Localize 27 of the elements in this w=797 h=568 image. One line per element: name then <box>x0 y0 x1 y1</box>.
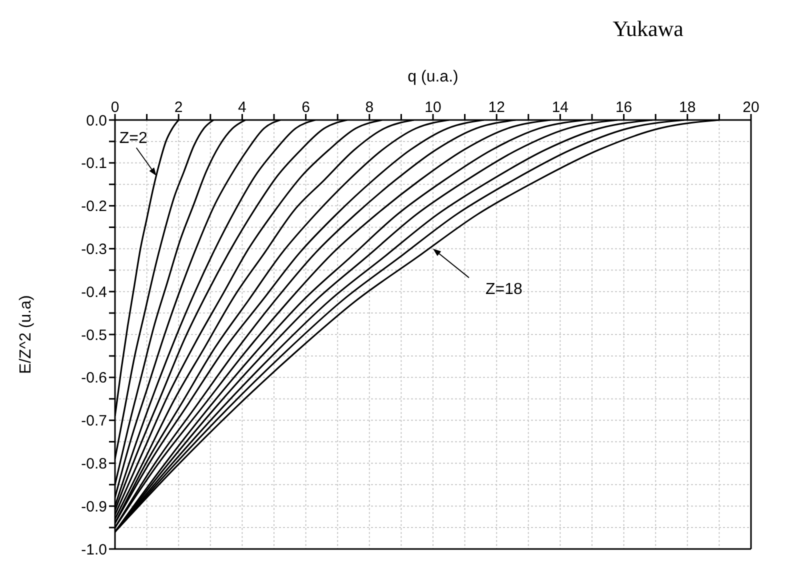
x-tick-label: 18 <box>679 99 696 116</box>
x-axis-title: q (u.a.) <box>408 68 458 86</box>
annotation: Z=18 <box>486 280 523 298</box>
y-tick-label: -0.3 <box>81 241 107 258</box>
y-tick-label: -0.6 <box>81 370 107 387</box>
x-tick-label: 12 <box>488 99 505 116</box>
x-tick-label: 20 <box>742 99 760 116</box>
x-tick-label: 14 <box>552 99 569 116</box>
y-tick-label: -0.4 <box>81 284 107 301</box>
x-tick-label: 0 <box>110 99 120 116</box>
y-tick-label: 0.0 <box>86 112 107 130</box>
y-tick-label: -0.1 <box>81 155 107 172</box>
x-tick-label: 8 <box>365 99 374 116</box>
x-tick-label: 6 <box>302 99 310 116</box>
y-tick-label: -1.0 <box>81 541 107 558</box>
x-tick-label: 16 <box>615 99 632 116</box>
annotation: Z=2 <box>119 130 148 148</box>
x-tick-label: 2 <box>174 99 183 116</box>
y-tick-label: -0.7 <box>81 412 107 430</box>
chart-title: Yukawa <box>612 16 684 42</box>
y-tick-label: -0.2 <box>81 198 107 216</box>
y-tick-label: -0.5 <box>81 326 107 344</box>
y-axis-title: E/Z^2 (u.a) <box>18 295 35 374</box>
y-tick-label: -0.8 <box>81 456 107 473</box>
y-tick-label: -0.9 <box>81 498 107 516</box>
x-tick-label: 10 <box>424 99 442 116</box>
x-tick-label: 4 <box>238 99 246 116</box>
